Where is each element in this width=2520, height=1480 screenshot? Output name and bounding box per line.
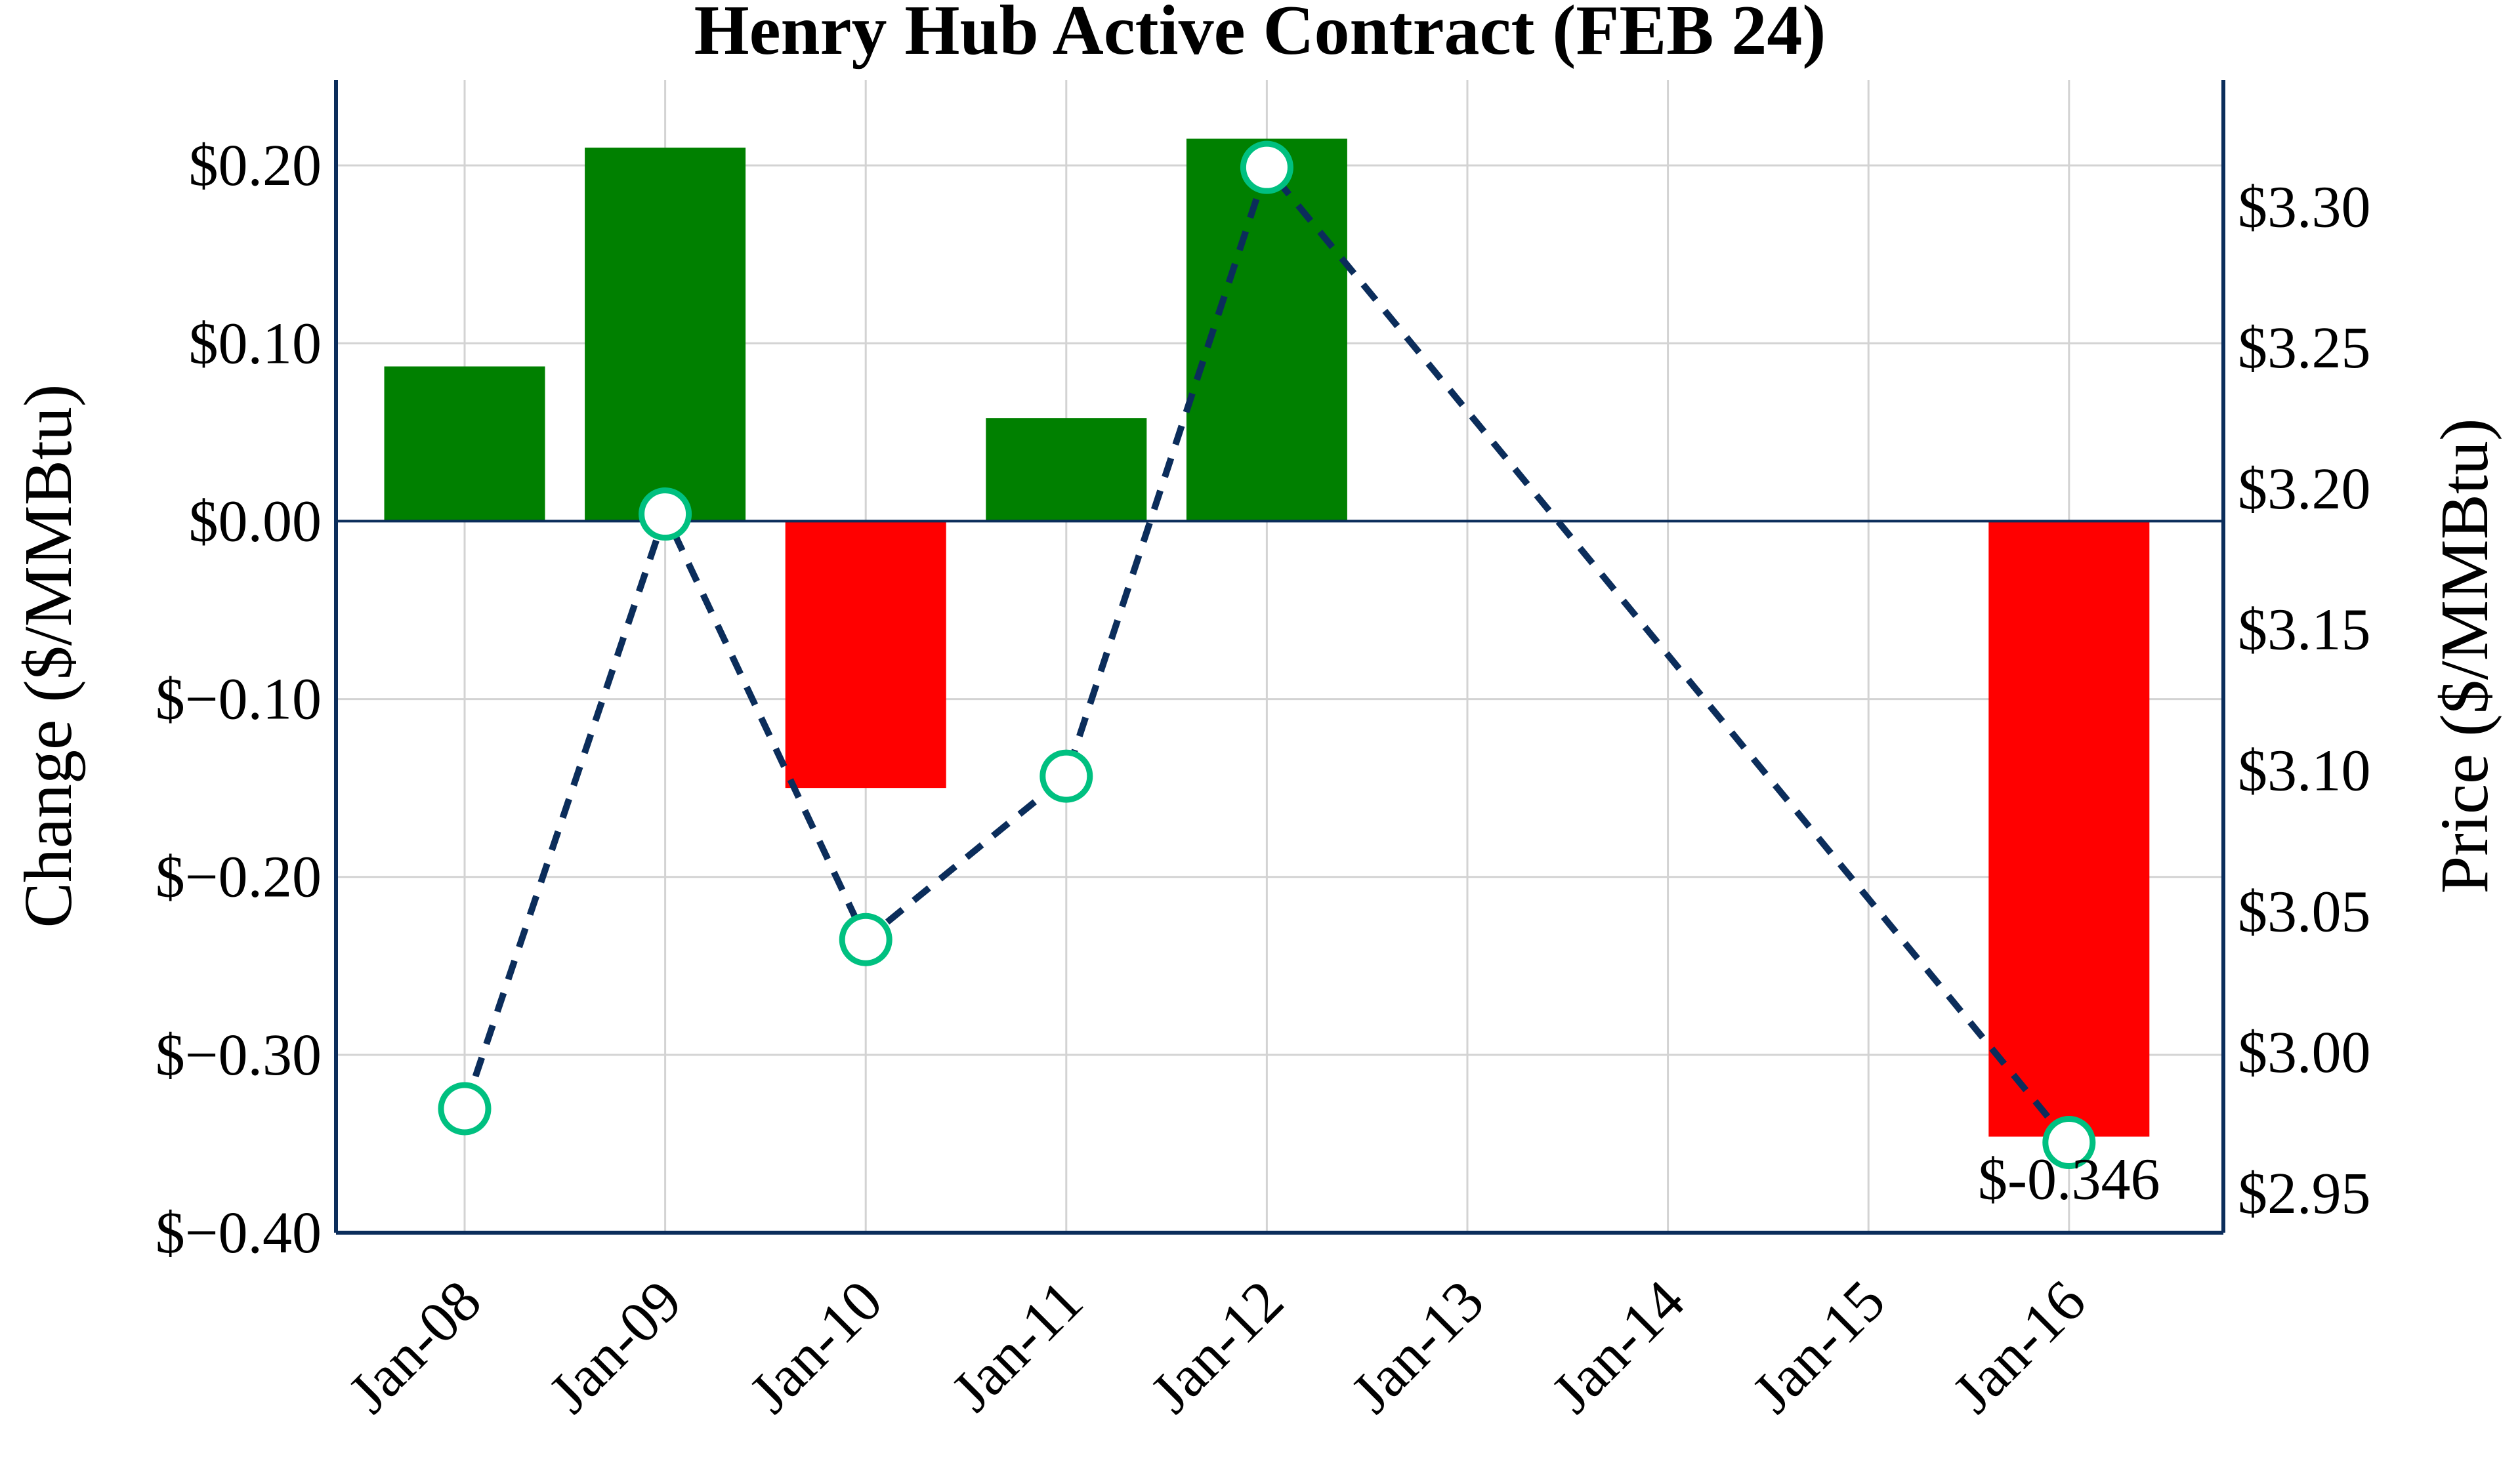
y-tick-right: $3.15 [2238, 598, 2371, 663]
y-tick-left: $−0.20 [156, 845, 322, 910]
x-tick-Jan-14: Jan-14 [1540, 1268, 1697, 1426]
y-tick-right: $2.95 [2238, 1161, 2371, 1226]
price-line-path [461, 160, 2072, 1145]
x-tick-Jan-16: Jan-16 [1941, 1268, 2098, 1426]
y-tick-left: $−0.10 [156, 667, 322, 732]
y-tick-left: $0.10 [189, 311, 322, 376]
price-marker-Jan-08 [438, 1082, 492, 1136]
price-line [438, 140, 2096, 1170]
bars [384, 138, 2150, 1137]
y-tick-left: $−0.40 [156, 1201, 322, 1265]
bar-Jan-10 [785, 521, 946, 789]
bar-Jan-11 [986, 418, 1147, 522]
data-label-Jan-16: $-0.346 [1978, 1147, 2160, 1212]
x-tick-Jan-09: Jan-09 [537, 1268, 694, 1426]
axes [334, 80, 2225, 1235]
y-axis-left-label: Change ($/MMBtu) [10, 384, 86, 928]
x-tick-Jan-15: Jan-15 [1740, 1268, 1898, 1426]
bar-Jan-16 [1988, 521, 2150, 1137]
y-tick-right: $3.30 [2238, 175, 2371, 239]
x-tick-Jan-10: Jan-10 [738, 1268, 895, 1426]
price-marker-Jan-11 [1040, 749, 1093, 803]
y-tick-right: $3.10 [2238, 738, 2371, 803]
y-axis-right-label: Price ($/MMBtu) [2427, 418, 2502, 894]
bar-Jan-08 [384, 366, 545, 522]
y-tick-right: $3.05 [2238, 879, 2371, 944]
bar-Jan-09 [585, 148, 746, 522]
y-tick-left: $0.20 [189, 133, 322, 198]
x-tick-Jan-11: Jan-11 [940, 1268, 1095, 1424]
y-tick-right: $3.00 [2238, 1020, 2371, 1085]
y-tick-right: $3.25 [2238, 316, 2371, 380]
y-tick-right: $3.20 [2238, 457, 2371, 522]
x-tick-Jan-13: Jan-13 [1339, 1268, 1496, 1426]
price-marker-Jan-10 [839, 913, 892, 966]
y-tick-left: $0.00 [189, 489, 322, 554]
x-tick-Jan-12: Jan-12 [1139, 1268, 1296, 1426]
price-marker-Jan-16 [2042, 1116, 2096, 1170]
chart-title: Henry Hub Active Contract (FEB 24) [694, 0, 1826, 70]
price-marker-Jan-12 [1240, 140, 1293, 194]
y-tick-left: $−0.30 [156, 1023, 322, 1088]
price-marker-Jan-09 [639, 487, 692, 541]
x-tick-Jan-08: Jan-08 [336, 1268, 494, 1426]
